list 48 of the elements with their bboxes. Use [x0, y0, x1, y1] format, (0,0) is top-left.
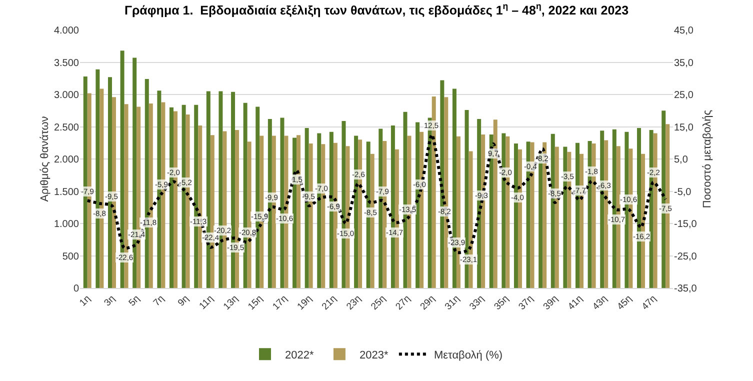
y2-tick-label: -35,0: [674, 284, 698, 294]
y2-tick-label: -15,0: [674, 219, 698, 230]
x-tick-label: 31η: [442, 293, 462, 312]
y-tick-label: 3.500: [54, 58, 80, 69]
x-tick-label: 39η: [541, 293, 560, 312]
y-tick-label: 500: [62, 251, 80, 262]
x-tick-label: 37η: [516, 293, 536, 312]
y-tick-label: 1.000: [54, 219, 80, 230]
y2-axis-title: Ποσοστό μεταβολής: [702, 110, 714, 208]
x-tick-label: 13η: [222, 293, 240, 312]
x-tick-label: 41η: [566, 293, 585, 312]
x-tick-label: 15η: [246, 293, 266, 312]
x-tick-label: 27η: [394, 293, 413, 312]
x-tick-label: 23η: [344, 293, 364, 312]
y-tick-label: 2.000: [54, 154, 80, 166]
x-tick-label: 11η: [197, 293, 216, 312]
chart-title: Γράφημα 1. Εβδομαδιαία εξέλιξη των θανάτων, τις εβδομάδες 1$^{η}$ – 48$^{η}$, 2022 και 2023: [124, 1, 629, 18]
y-tick-label: 4.000: [54, 26, 80, 36]
x-tick-label: 21η: [320, 293, 339, 312]
y2-tick-label: 15,0: [674, 122, 694, 134]
x-tick-label: 19η: [295, 293, 314, 312]
y2-tick-label: -5,0: [674, 186, 692, 198]
y2-tick-label: 45,0: [674, 26, 694, 36]
y-tick-label: 2.500: [54, 122, 80, 134]
legend-label: 2023*: [359, 349, 389, 362]
y-tick-label: 0: [73, 284, 80, 294]
y2-tick-label: 35,0: [674, 58, 694, 69]
x-tick-label: 47η: [640, 293, 659, 312]
x-tick-label: 9η: [176, 293, 192, 309]
y2-tick-label: 5,0: [674, 154, 688, 166]
y2-tick-label: -25,0: [674, 251, 698, 262]
y-tick-label: 3.000: [54, 90, 80, 101]
y-axis-title: Αριθμός θανάτων: [39, 116, 51, 202]
x-tick-label: 45η: [615, 293, 634, 312]
legend-label: Μεταβολή (%): [434, 349, 503, 362]
x-tick-label: 25η: [369, 293, 388, 312]
x-tick-label: 3η: [102, 293, 118, 309]
x-tick-label: 5η: [126, 293, 142, 309]
x-tick-label: 29η: [418, 293, 438, 312]
x-tick-label: 1η: [78, 293, 93, 309]
y-tick-label: 1.500: [54, 186, 80, 198]
x-tick-label: 17η: [270, 293, 290, 312]
x-tick-label: 7η: [151, 293, 167, 309]
legend-label: 2022*: [285, 349, 314, 362]
y2-tick-label: 25,0: [674, 90, 694, 101]
x-tick-label: 33η: [468, 293, 487, 312]
x-tick-label: 35η: [492, 293, 512, 312]
x-tick-label: 43η: [590, 293, 610, 312]
